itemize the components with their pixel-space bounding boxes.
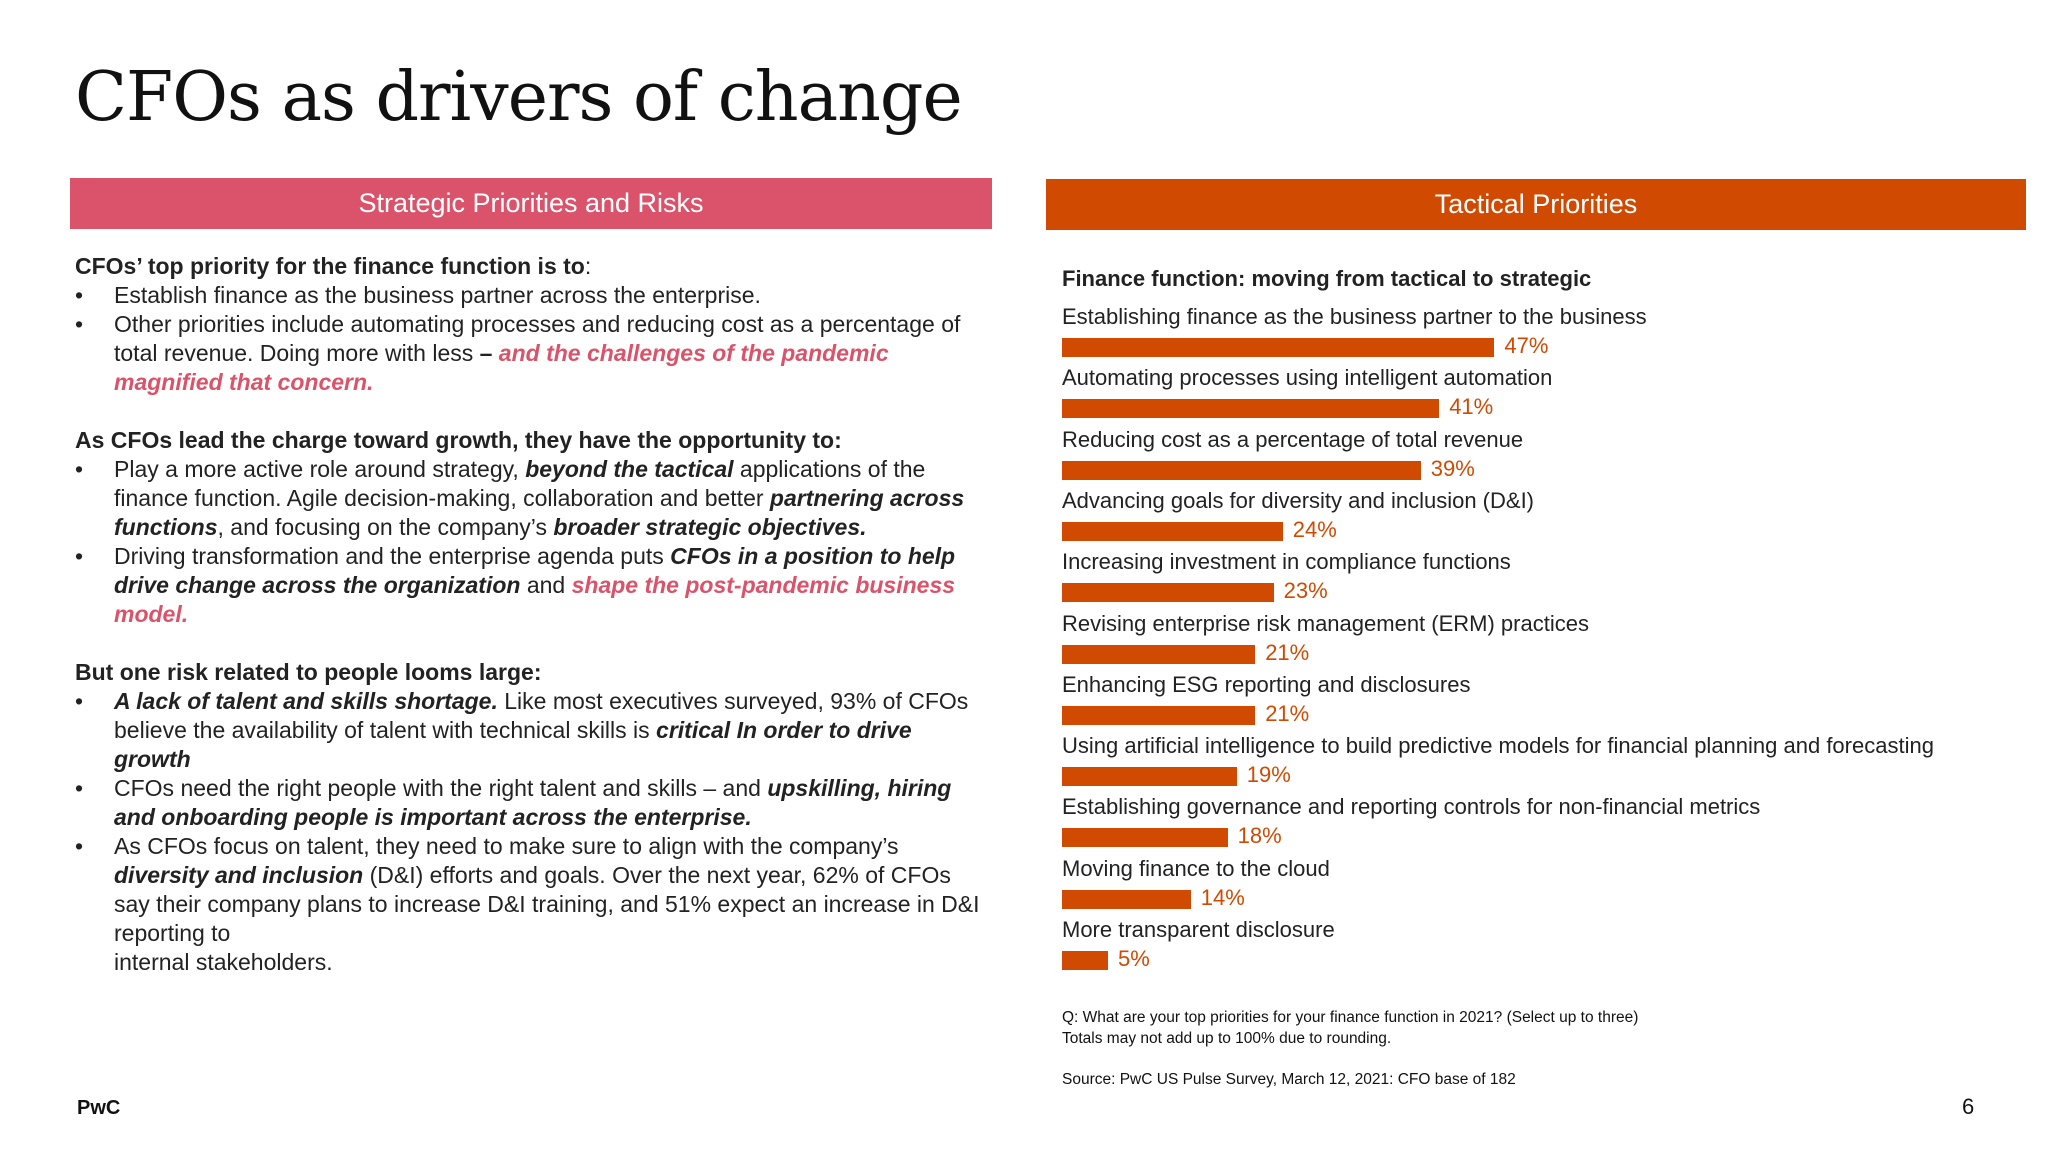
- bar-row: Increasing investment in compliance func…: [1062, 549, 2022, 610]
- bar: [1062, 521, 1283, 541]
- text: CFOs need the right people with the righ…: [114, 775, 768, 801]
- emphasis-text: beyond the tactical: [525, 456, 734, 482]
- text: Like most executives surveyed, 93% of CF…: [114, 688, 969, 743]
- bar: [1062, 951, 1108, 970]
- strategic-priorities-header: Strategic Priorities and Risks: [70, 178, 992, 229]
- bar-row: Revising enterprise risk management (ERM…: [1062, 611, 2022, 672]
- text: , and focusing on the company’s: [217, 514, 554, 540]
- pwc-logo: PwC: [77, 1097, 121, 1119]
- bar-value-label: 39%: [1430, 455, 1475, 481]
- bar-category-label: Enhancing ESG reporting and disclosures: [1062, 671, 1471, 697]
- bar-row: Automating processes using intelligent a…: [1062, 365, 2022, 426]
- text: Play a more active role around strategy,: [114, 456, 526, 482]
- list-item: CFOs need the right people with the righ…: [75, 774, 993, 832]
- bar: [1062, 705, 1256, 725]
- list-item: As CFOs focus on talent, they need to ma…: [75, 832, 993, 977]
- bar-row: Establishing finance as the business par…: [1062, 304, 2022, 365]
- bar-category-label: Establishing finance as the business par…: [1062, 304, 1647, 329]
- emphasis-text: diversity and inclusion: [114, 862, 364, 888]
- list-item: Establish finance as the business partne…: [75, 281, 993, 310]
- bar-value-label: 21%: [1265, 639, 1310, 665]
- text: As CFOs focus on talent, they need to ma…: [114, 833, 899, 859]
- growth-opportunity-list: Play a more active role around strategy,…: [75, 455, 993, 629]
- bar-category-label: Automating processes using intelligent a…: [1062, 365, 1553, 391]
- tactical-priorities-header: Tactical Priorities: [1046, 179, 2026, 230]
- tactical-priorities-chart: Finance function: moving from tactical t…: [1062, 266, 2022, 971]
- list-item: Other priorities include automating proc…: [75, 310, 993, 397]
- bar-category-label: Using artificial intelligence to build p…: [1062, 733, 1934, 759]
- emphasis-text: A lack of talent and skills shortage.: [114, 688, 498, 714]
- bar-row: More transparent disclosure 5%: [1062, 917, 2022, 978]
- bar-value-label: 18%: [1237, 823, 1282, 849]
- source-note: Source: PwC US Pulse Survey, March 12, 2…: [1062, 1071, 1516, 1088]
- bar-row: Reducing cost as a percentage of total r…: [1062, 427, 2022, 488]
- bar-value-label: 41%: [1449, 394, 1494, 420]
- text: applications of the finance function. Ag…: [114, 456, 926, 511]
- text: internal stakeholders.: [114, 949, 333, 975]
- section-growth-heading: As CFOs lead the charge toward growth, t…: [75, 427, 842, 453]
- text: Driving transformation and the enterpris…: [114, 543, 671, 569]
- section-top-priority-heading: CFOs’ top priority for the finance funct…: [75, 252, 993, 281]
- bar: [1062, 460, 1421, 480]
- bar: [1062, 338, 1495, 357]
- list-item: Driving transformation and the enterpris…: [75, 542, 993, 629]
- bar-category-label: Moving finance to the cloud: [1062, 855, 1330, 881]
- survey-question-note: Q: What are your top priorities for your…: [1062, 1009, 1639, 1026]
- bar-value-label: 24%: [1292, 516, 1337, 542]
- bar-value-label: 19%: [1246, 762, 1291, 788]
- bar-row: Using artificial intelligence to build p…: [1062, 733, 2022, 794]
- heading-colon: :: [584, 253, 592, 279]
- page-number: 6: [1962, 1094, 1975, 1119]
- bar: [1062, 828, 1228, 848]
- emphasis-text: critical In order to drive growth: [114, 717, 912, 772]
- bar: [1062, 889, 1191, 909]
- emphasis-text: CFOs in a position to help drive change …: [114, 543, 956, 598]
- bar-row: Advancing goals for diversity and inclus…: [1062, 488, 2022, 549]
- bar-value-label: 14%: [1200, 884, 1245, 910]
- highlight-text: shape the post-pandemic business model.: [114, 572, 956, 627]
- bar-category-label: Revising enterprise risk management (ERM…: [1062, 610, 1589, 636]
- bar-category-label: Increasing investment in compliance func…: [1062, 549, 1511, 575]
- emphasis-text: partnering across functions: [114, 485, 965, 540]
- heading-bold: CFOs’ top priority for the finance funct…: [75, 253, 585, 279]
- bar-category-label: Advancing goals for diversity and inclus…: [1062, 487, 1535, 513]
- strategic-priorities-text: CFOs’ top priority for the finance funct…: [75, 252, 993, 977]
- highlight-text: and the challenges of the pandemic magni…: [114, 340, 889, 395]
- page-title: CFOs as drivers of change: [75, 58, 963, 137]
- bar-value-label: 23%: [1283, 578, 1328, 604]
- text: Other priorities include automating proc…: [114, 311, 961, 366]
- bar-row: Enhancing ESG reporting and disclosures 2…: [1062, 672, 2022, 733]
- bar-category-label: More transparent disclosure: [1062, 917, 1335, 942]
- bar: [1062, 767, 1237, 787]
- bar-category-label: Establishing governance and reporting co…: [1062, 794, 1761, 820]
- bar: [1062, 583, 1274, 603]
- bar-value-label: 47%: [1504, 333, 1549, 358]
- people-risk-list: A lack of talent and skills shortage. Li…: [75, 687, 993, 977]
- text: (D&I) efforts and goals. Over the next y…: [114, 862, 980, 946]
- text: and: [520, 572, 572, 598]
- emphasis-text: broader strategic objectives.: [553, 514, 867, 540]
- bar-category-label: Reducing cost as a percentage of total r…: [1062, 426, 1524, 452]
- bar-value-label: 21%: [1265, 700, 1310, 726]
- chart-title: Finance function: moving from tactical t…: [1062, 266, 1592, 291]
- dash: –: [479, 340, 493, 366]
- top-priority-list: Establish finance as the business partne…: [75, 281, 993, 397]
- bar-row: Establishing governance and reporting co…: [1062, 794, 2022, 855]
- bar-value-label: 5%: [1118, 946, 1150, 971]
- section-risk-heading: But one risk related to people looms lar…: [75, 659, 542, 685]
- bar: [1062, 644, 1256, 664]
- bar-row: Moving finance to the cloud 14%: [1062, 856, 2022, 917]
- bar: [1062, 399, 1440, 419]
- list-item: A lack of talent and skills shortage. Li…: [75, 687, 993, 774]
- emphasis-text: upskilling, hiring and onboarding people…: [114, 775, 952, 830]
- list-item: Play a more active role around strategy,…: [75, 455, 993, 542]
- rounding-note: Totals may not add up to 100% due to rou…: [1062, 1030, 1392, 1047]
